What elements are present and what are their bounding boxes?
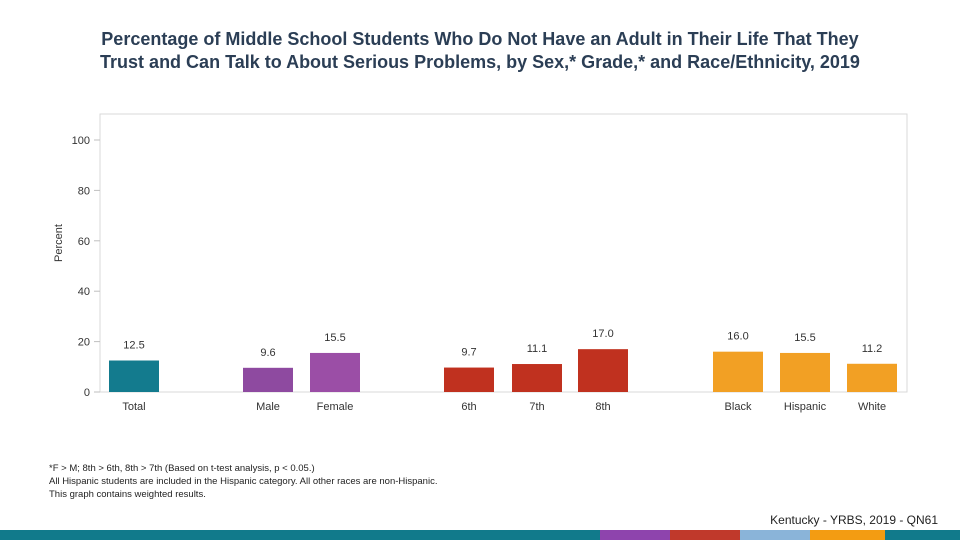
- x-tick-label: White: [858, 401, 886, 413]
- bar: [444, 367, 494, 392]
- plot-area: [99, 113, 908, 393]
- x-tick-label: 8th: [595, 401, 610, 413]
- footnote-significance: *F > M; 8th > 6th, 8th > 7th (Based on t…: [49, 463, 315, 474]
- chart-title: Percentage of Middle School Students Who…: [20, 28, 940, 74]
- x-tick-label: 6th: [461, 401, 476, 413]
- y-tick-label: 60: [78, 236, 90, 248]
- data-label: 16.0: [727, 331, 748, 343]
- chart-title-line-2: Trust and Can Talk to About Serious Prob…: [100, 52, 860, 72]
- footnote-hispanic: All Hispanic students are included in th…: [49, 476, 438, 487]
- data-label: 15.5: [324, 332, 345, 344]
- x-tick-label: Black: [725, 401, 752, 413]
- bottom-color-bar: [0, 530, 960, 540]
- bottom-bar-segment: [200, 530, 600, 540]
- y-tick-label: 20: [78, 337, 90, 349]
- bottom-bar-segment: [740, 530, 810, 540]
- x-tick-label: Female: [317, 401, 354, 413]
- bar: [310, 352, 360, 392]
- bar: [780, 352, 830, 392]
- y-tick-label: 80: [78, 185, 90, 197]
- bar: [243, 367, 293, 392]
- footnotes: *F > M; 8th > 6th, 8th > 7th (Based on t…: [49, 462, 437, 501]
- x-tick-label: 7th: [529, 401, 544, 413]
- bar: [109, 360, 159, 392]
- footnote-weighted: This graph contains weighted results.: [49, 489, 206, 500]
- bottom-bar-segment: [885, 530, 960, 540]
- y-tick-label: 100: [72, 135, 90, 147]
- y-tick-label: 40: [78, 286, 90, 298]
- x-tick-label: Total: [122, 401, 145, 413]
- data-label: 17.0: [592, 328, 613, 340]
- bottom-bar-segment: [810, 530, 885, 540]
- data-label: 11.2: [862, 343, 883, 355]
- bottom-bar-segment: [600, 530, 670, 540]
- source-label: Kentucky - YRBS, 2019 - QN61: [770, 513, 938, 527]
- bottom-bar-segment: [670, 530, 740, 540]
- x-tick-label: Male: [256, 401, 280, 413]
- data-label: 12.5: [123, 340, 144, 352]
- data-label: 15.5: [794, 332, 815, 344]
- data-label: 9.7: [461, 347, 476, 359]
- bar: [578, 349, 628, 392]
- bar: [512, 364, 562, 392]
- bar: [713, 351, 763, 392]
- data-label: 11.1: [527, 343, 548, 355]
- x-tick-label: Hispanic: [784, 401, 827, 413]
- data-label: 9.6: [260, 347, 275, 359]
- y-tick-label: 0: [84, 387, 90, 399]
- y-axis-title: Percent: [53, 224, 65, 262]
- chart-title-line-1: Percentage of Middle School Students Who…: [101, 29, 859, 49]
- bar: [847, 363, 897, 392]
- bottom-bar-segment: [0, 530, 200, 540]
